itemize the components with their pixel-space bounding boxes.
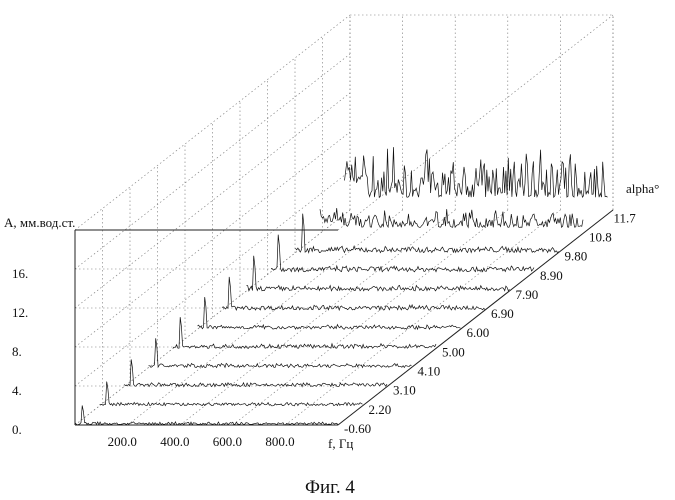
x-axis-label: f, Гц <box>328 436 353 451</box>
grid-line <box>75 171 350 386</box>
axes-frame <box>75 210 613 425</box>
z-tick-label: 8.90 <box>540 268 563 283</box>
series-trace <box>271 235 534 272</box>
z-tick-label: 3.10 <box>393 383 416 398</box>
grid-line <box>75 15 350 230</box>
z-tick-label: 9.80 <box>565 249 588 264</box>
y-tick-label: 8. <box>12 344 22 359</box>
y-tick-label: 0. <box>12 422 22 437</box>
z-tick-label: 11.7 <box>614 210 637 225</box>
series-trace <box>320 208 583 227</box>
series-trace <box>173 317 436 348</box>
series-trace <box>222 277 485 310</box>
x-tick-label: 400.0 <box>160 434 189 449</box>
x-tick-label: 800.0 <box>265 434 294 449</box>
series-trace <box>124 359 387 386</box>
grid-layer <box>75 15 613 425</box>
y-tick-label: 16. <box>12 266 28 281</box>
y-tick-label: 4. <box>12 383 22 398</box>
series-trace <box>75 406 338 426</box>
grid-line <box>128 210 403 425</box>
series-trace <box>345 147 608 197</box>
figure-caption: Фиг. 4 <box>305 477 355 498</box>
z-tick-label: -0.60 <box>344 421 371 436</box>
grid-line <box>285 210 560 425</box>
z-tick-label: 6.90 <box>491 306 514 321</box>
z-tick-label: 10.8 <box>589 229 612 244</box>
series-trace <box>247 256 510 291</box>
z-axis-line <box>338 210 613 425</box>
y-tick-label: 12. <box>12 305 28 320</box>
z-tick-label: 6.00 <box>467 325 490 340</box>
z-tick-label: 4.10 <box>418 364 441 379</box>
x-tick-label: 600.0 <box>213 434 242 449</box>
grid-line <box>338 15 613 230</box>
x-tick-label: 200.0 <box>108 434 137 449</box>
z-tick-label: 5.00 <box>442 344 465 359</box>
z-axis-label: alpha° <box>626 181 659 196</box>
series-trace <box>149 338 412 367</box>
z-tick-label: 7.90 <box>516 287 539 302</box>
z-tick-label: 2.20 <box>369 402 392 417</box>
y-axis-label: A, мм.вод.ст. <box>4 215 75 230</box>
grid-line <box>233 210 508 425</box>
series-trace <box>198 297 461 329</box>
